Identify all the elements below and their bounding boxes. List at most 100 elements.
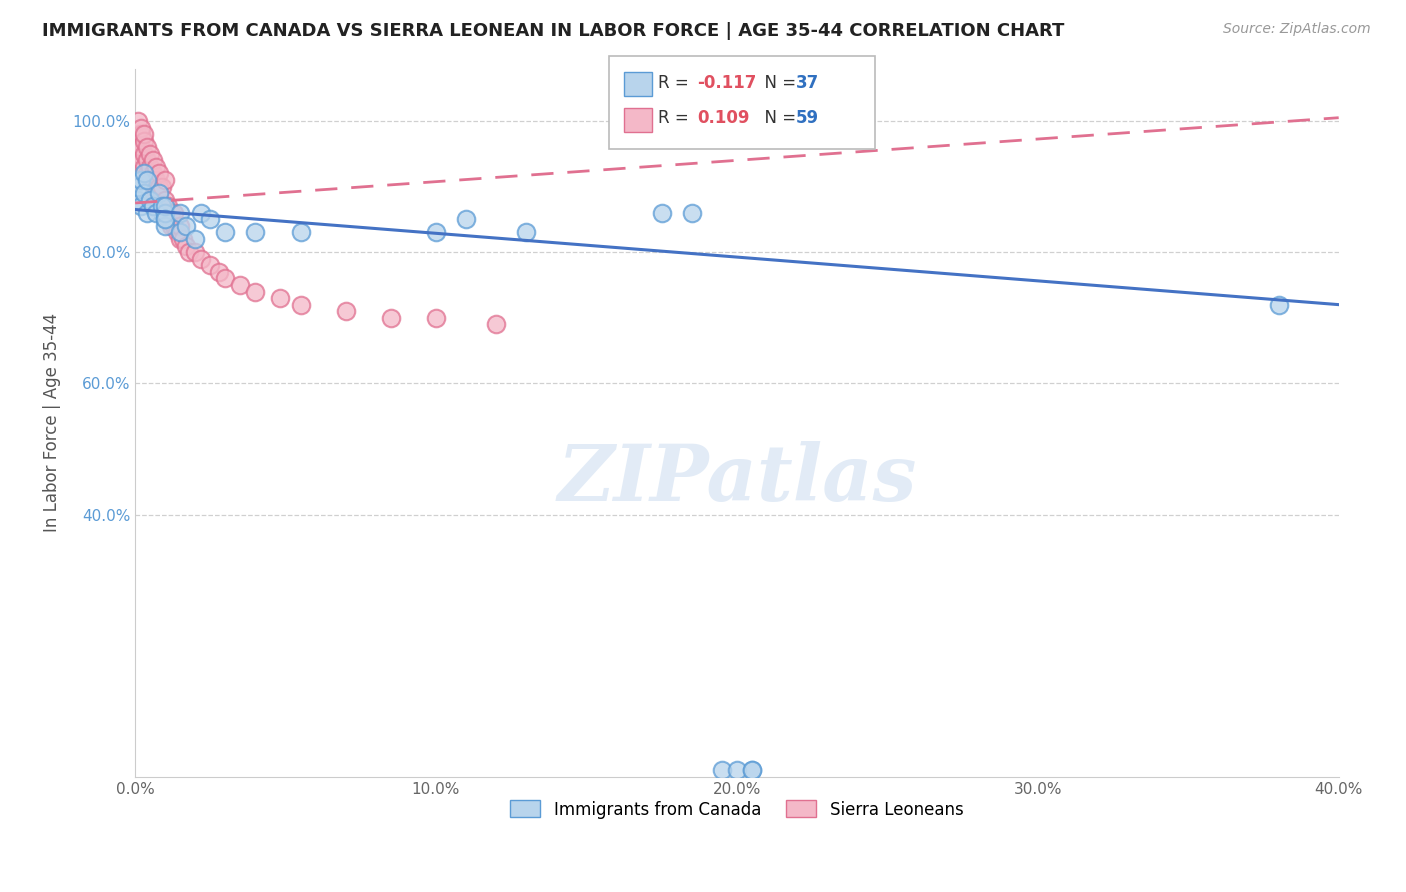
Point — [127, 114, 149, 128]
Point — [174, 219, 197, 233]
Point — [160, 219, 183, 233]
Point — [139, 193, 162, 207]
Point — [184, 245, 207, 260]
Point — [741, 764, 763, 778]
Point — [136, 140, 159, 154]
Point — [150, 179, 173, 194]
Text: 37: 37 — [796, 74, 820, 92]
Point — [127, 179, 149, 194]
Text: Source: ZipAtlas.com: Source: ZipAtlas.com — [1223, 22, 1371, 37]
Point — [425, 310, 447, 325]
Text: N =: N = — [754, 74, 801, 92]
Point — [269, 291, 291, 305]
Text: N =: N = — [754, 109, 801, 127]
Point — [200, 258, 222, 272]
Point — [148, 193, 170, 207]
Text: ZIPatlas: ZIPatlas — [557, 442, 917, 517]
Point — [290, 298, 312, 312]
Point — [190, 206, 212, 220]
Point — [163, 219, 186, 233]
Point — [127, 134, 149, 148]
Point — [148, 179, 170, 194]
Point — [157, 199, 180, 213]
Point — [163, 206, 186, 220]
Point — [172, 232, 194, 246]
Point — [153, 193, 176, 207]
Point — [190, 252, 212, 266]
Point — [153, 199, 176, 213]
Text: -0.117: -0.117 — [697, 74, 756, 92]
Point — [153, 219, 176, 233]
Point — [134, 146, 156, 161]
Point — [134, 160, 156, 174]
Text: IMMIGRANTS FROM CANADA VS SIERRA LEONEAN IN LABOR FORCE | AGE 35-44 CORRELATION : IMMIGRANTS FROM CANADA VS SIERRA LEONEAN… — [42, 22, 1064, 40]
Point — [142, 179, 165, 194]
Point — [127, 193, 149, 207]
Point — [169, 226, 191, 240]
Point — [169, 206, 191, 220]
Point — [153, 173, 176, 187]
Point — [150, 199, 173, 213]
Point — [335, 304, 357, 318]
Point — [148, 166, 170, 180]
Point — [127, 127, 149, 141]
Point — [157, 212, 180, 227]
Point — [148, 186, 170, 201]
Point — [127, 146, 149, 161]
Point — [153, 206, 176, 220]
Point — [136, 173, 159, 187]
Point — [129, 127, 152, 141]
Point — [134, 166, 156, 180]
Point — [134, 186, 156, 201]
Point — [127, 140, 149, 154]
Text: 59: 59 — [796, 109, 818, 127]
Point — [134, 134, 156, 148]
Point — [214, 271, 236, 285]
Point — [153, 212, 176, 227]
Point — [169, 232, 191, 246]
Point — [142, 199, 165, 213]
Point — [153, 212, 176, 227]
Point — [380, 310, 402, 325]
Point — [153, 206, 176, 220]
Point — [179, 245, 201, 260]
Point — [454, 212, 477, 227]
Point — [160, 206, 183, 220]
Point — [142, 153, 165, 168]
Point — [725, 764, 748, 778]
Point — [169, 219, 191, 233]
Point — [145, 186, 167, 201]
Point — [145, 160, 167, 174]
Point — [485, 318, 508, 332]
Point — [200, 212, 222, 227]
Point — [136, 166, 159, 180]
Point — [245, 226, 267, 240]
Point — [150, 199, 173, 213]
Point — [208, 265, 231, 279]
Point — [139, 173, 162, 187]
Point — [1267, 298, 1289, 312]
Point — [136, 206, 159, 220]
Point — [139, 146, 162, 161]
Text: 0.109: 0.109 — [697, 109, 749, 127]
Point — [425, 226, 447, 240]
Point — [681, 206, 703, 220]
Y-axis label: In Labor Force | Age 35-44: In Labor Force | Age 35-44 — [44, 313, 60, 533]
Point — [174, 238, 197, 252]
Point — [166, 226, 188, 240]
Point — [134, 127, 156, 141]
Point — [145, 173, 167, 187]
Point — [145, 206, 167, 220]
Point — [651, 206, 673, 220]
Point — [129, 120, 152, 135]
Point — [290, 226, 312, 240]
Point — [245, 285, 267, 299]
Point — [710, 764, 733, 778]
Point — [129, 140, 152, 154]
Point — [129, 153, 152, 168]
Point — [515, 226, 537, 240]
Point — [229, 277, 252, 292]
Point — [142, 166, 165, 180]
Text: R =: R = — [658, 74, 695, 92]
Text: R =: R = — [658, 109, 695, 127]
